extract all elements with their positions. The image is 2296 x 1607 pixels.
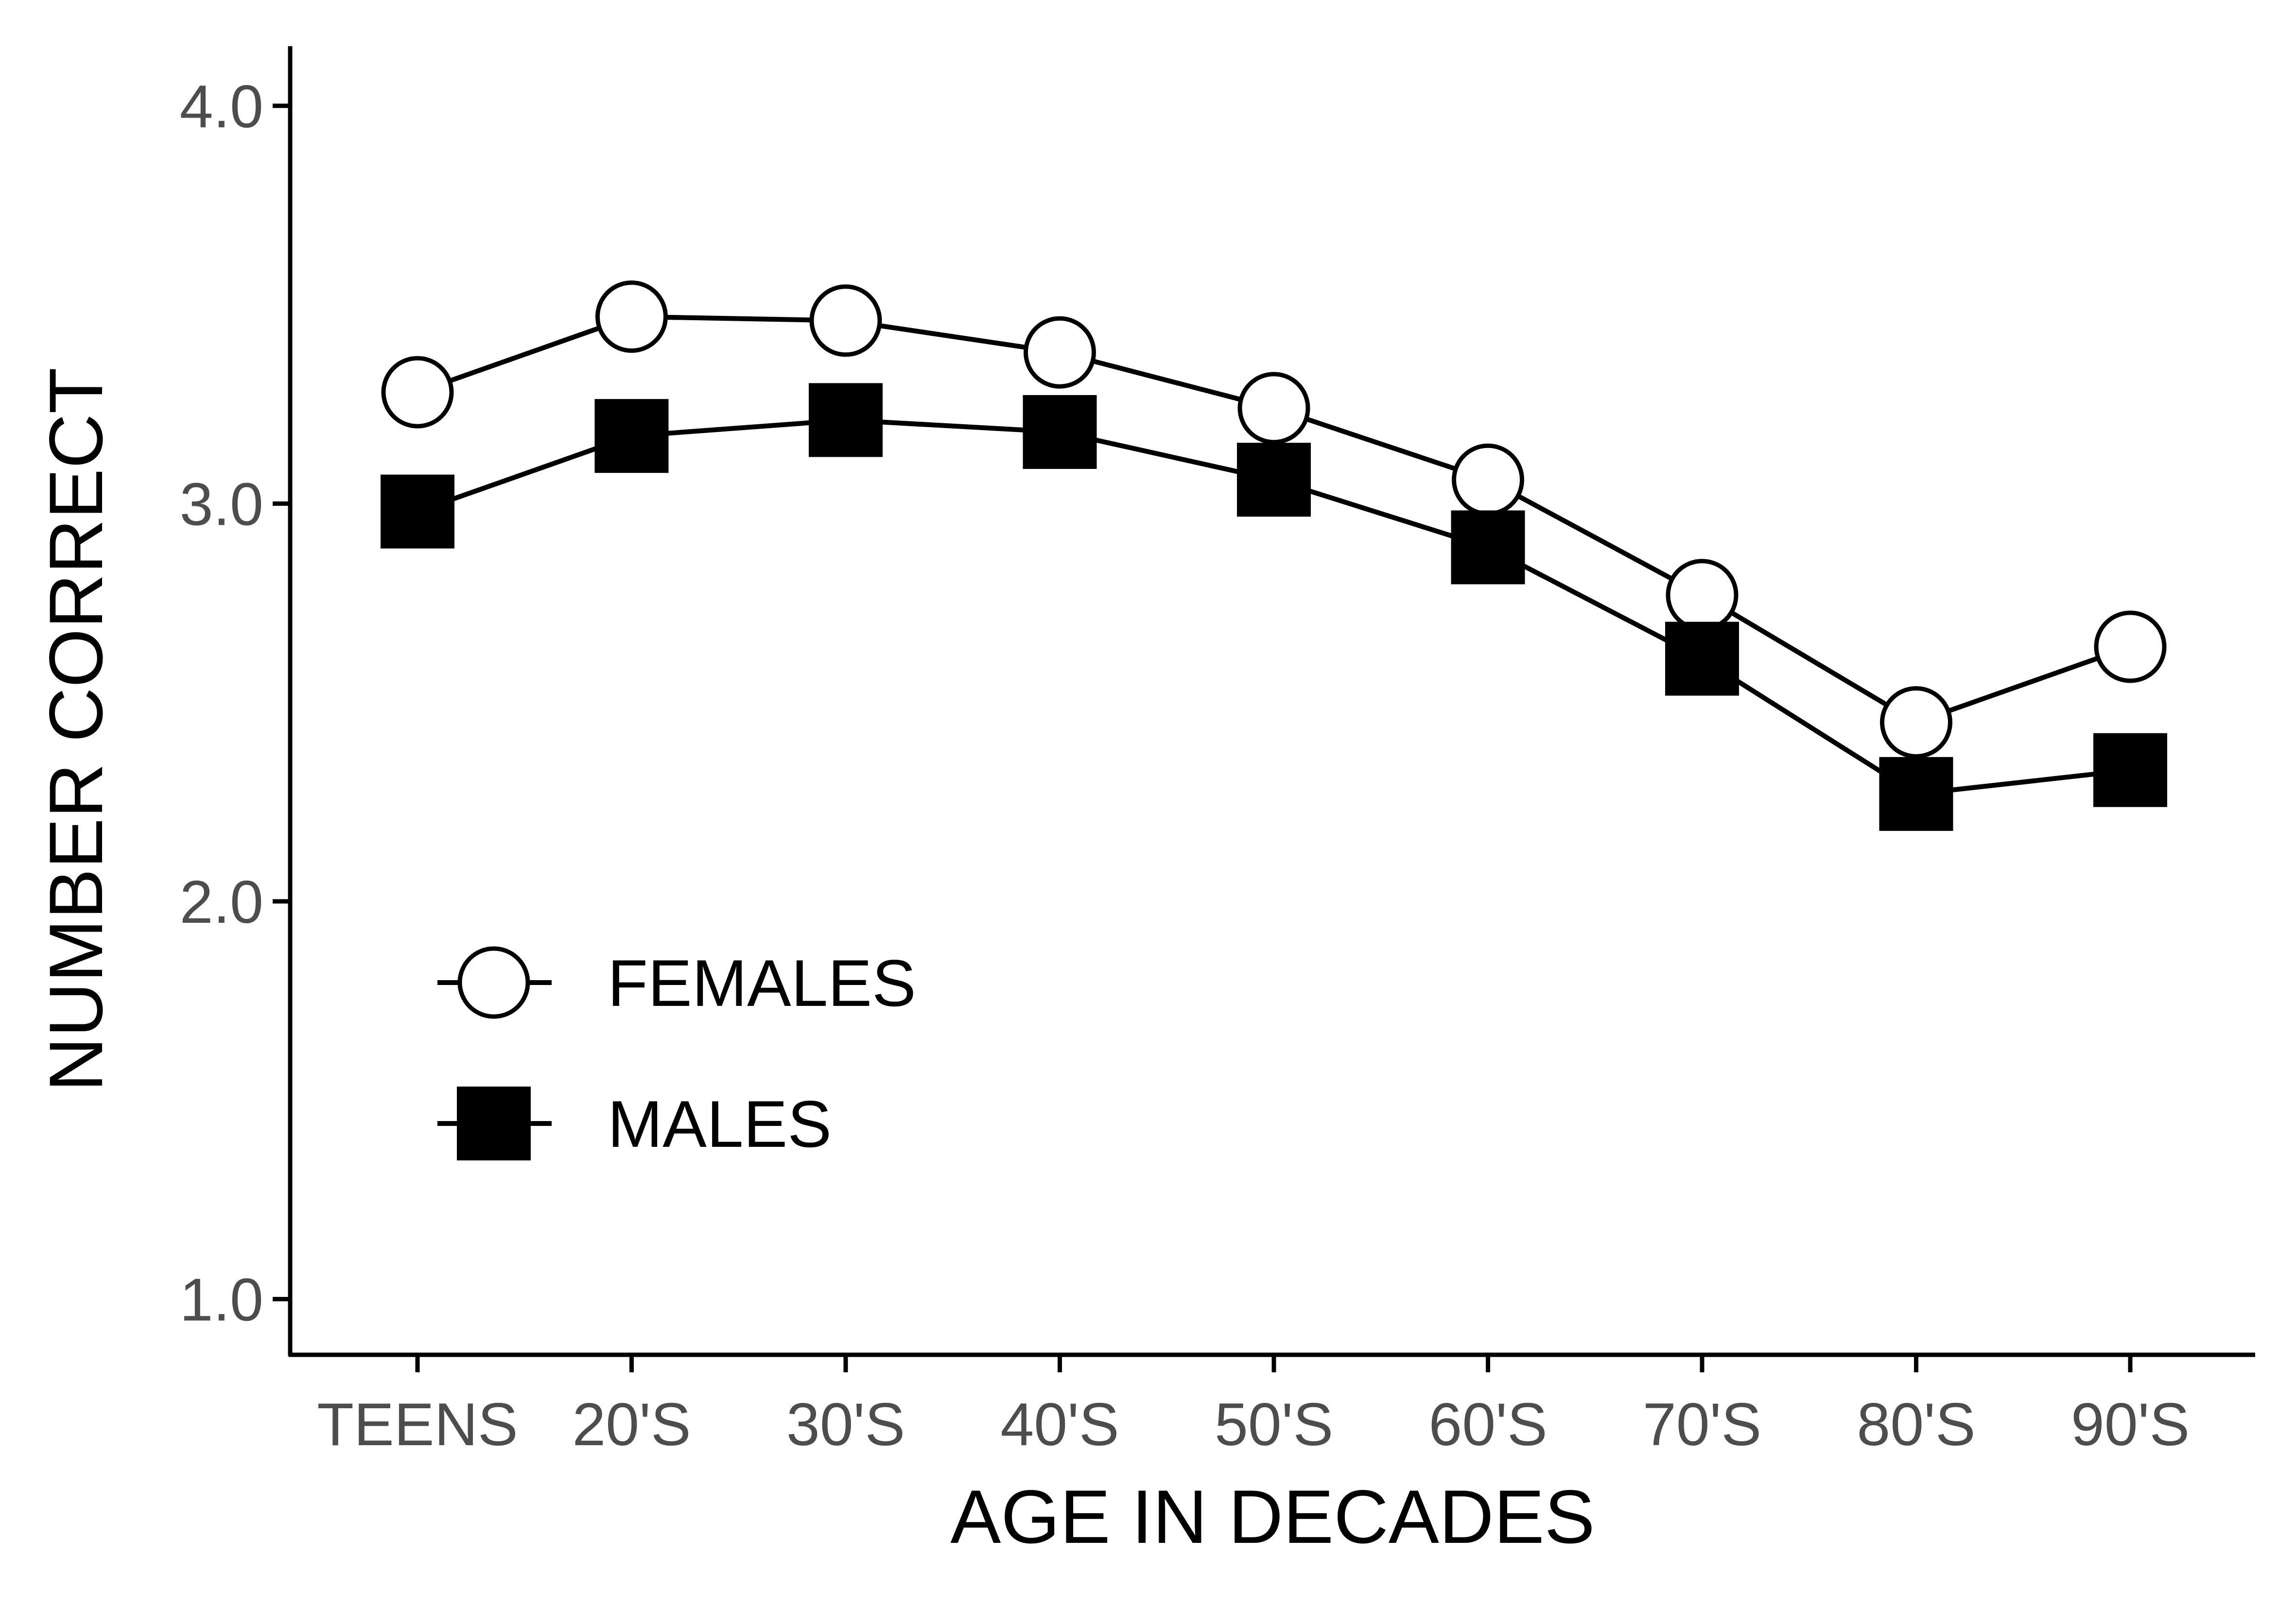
y-tick-label-1: 2.0 xyxy=(180,869,263,936)
legend-item-males: MALES xyxy=(437,1087,832,1161)
legend-label-females: FEMALES xyxy=(608,946,916,1020)
x-axis-title: AGE IN DECADES xyxy=(950,1475,1595,1559)
point-males-0 xyxy=(381,474,454,549)
point-females-5 xyxy=(1452,443,1524,516)
x-tick-label-8: 90'S xyxy=(2071,1391,2190,1458)
point-males-3 xyxy=(1023,395,1097,469)
point-females-8 xyxy=(2094,610,2167,683)
legend-marker-filled-square xyxy=(457,1087,531,1160)
x-tick-label-1: 20'S xyxy=(572,1391,691,1458)
point-males-7 xyxy=(1879,757,1953,831)
point-males-2 xyxy=(809,383,883,457)
x-tick-label-5: 60'S xyxy=(1428,1391,1547,1458)
series-layer xyxy=(381,280,2167,831)
x-tick-label-0: TEENS xyxy=(317,1391,518,1458)
point-females-1 xyxy=(595,280,668,353)
y-tick-label-3: 4.0 xyxy=(180,73,263,140)
legend-marker-open-circle xyxy=(457,946,530,1019)
point-females-7 xyxy=(1880,686,1952,759)
point-males-6 xyxy=(1665,622,1739,696)
legend-label-males: MALES xyxy=(608,1087,832,1161)
x-tick-label-3: 40'S xyxy=(1000,1391,1119,1458)
x-tick-label-6: 70'S xyxy=(1643,1391,1761,1458)
x-tick-label-2: 30'S xyxy=(786,1391,905,1458)
point-males-4 xyxy=(1237,443,1311,517)
point-females-6 xyxy=(1666,559,1739,632)
point-females-2 xyxy=(809,284,882,357)
x-tick-label-7: 80'S xyxy=(1857,1391,1975,1458)
x-tick-label-4: 50'S xyxy=(1215,1391,1333,1458)
point-males-5 xyxy=(1451,510,1525,585)
legend-item-females: FEMALES xyxy=(437,946,916,1020)
point-males-8 xyxy=(2093,733,2167,807)
y-tick-label-0: 1.0 xyxy=(180,1266,263,1333)
y-axis-title: NUMBER CORRECT xyxy=(34,367,119,1092)
point-females-4 xyxy=(1237,372,1310,445)
legend: FEMALES MALES xyxy=(437,946,916,1161)
point-females-3 xyxy=(1024,316,1096,389)
point-females-0 xyxy=(381,356,454,429)
y-tick-label-2: 3.0 xyxy=(180,471,263,538)
axis-layer: 1.0 2.0 3.0 4.0 TEENS 20'S 30'S 40'S 50'S 60'S 70'… xyxy=(180,46,2255,1458)
point-males-1 xyxy=(594,399,669,473)
